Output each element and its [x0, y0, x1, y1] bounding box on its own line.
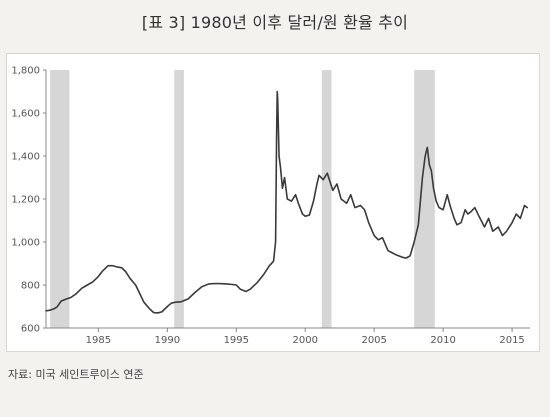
- chart-title: [표 3] 1980년 이후 달러/원 환율 추이: [141, 13, 409, 32]
- x-tick-label-2005: 2005: [361, 335, 386, 346]
- x-tick-label-2015: 2015: [499, 335, 524, 346]
- x-tick-label-1995: 1995: [224, 335, 249, 346]
- y-tick-label-1200: 1,200: [11, 195, 40, 206]
- y-tick-label-1600: 1,600: [11, 109, 40, 120]
- shaded-band-3: [321, 70, 332, 328]
- chart-frame: [6, 53, 540, 352]
- series-line-1: [45, 90, 529, 314]
- x-tick-label-2010: 2010: [430, 335, 455, 346]
- shaded-band-2: [174, 70, 184, 328]
- x-tick-label-2000: 2000: [293, 335, 318, 346]
- y-tick-label-600: 600: [21, 324, 40, 335]
- y-tick-label-1400: 1,400: [11, 152, 40, 163]
- shaded-band-1: [50, 70, 70, 328]
- y-tick-label-800: 800: [21, 281, 40, 292]
- source-note: 자료: 미국 세인트루이스 연준: [8, 368, 144, 381]
- y-tick-label-1800: 1,800: [11, 66, 40, 77]
- shaded-band-4: [414, 70, 435, 328]
- y-tick-label-1000: 1,000: [11, 238, 40, 249]
- x-tick-label-1990: 1990: [155, 335, 180, 346]
- x-tick-label-1985: 1985: [86, 335, 111, 346]
